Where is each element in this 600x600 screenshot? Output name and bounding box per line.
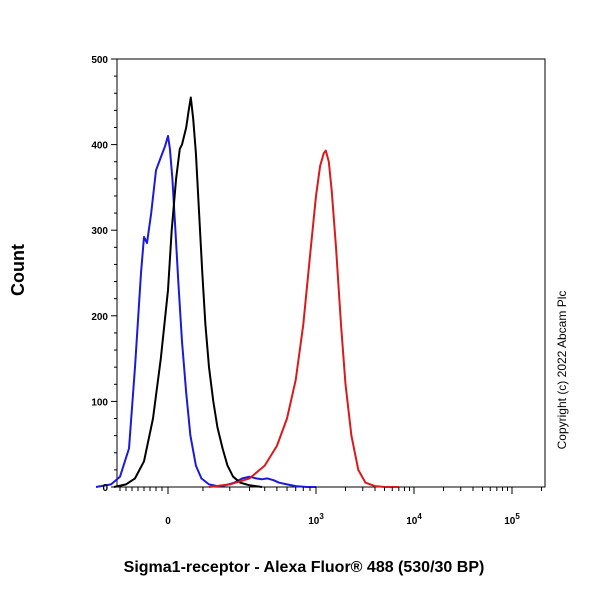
y-tick-label: 400 xyxy=(91,141,108,152)
x-axis: 0 103 104 105 xyxy=(119,487,543,527)
y-tick-label: 500 xyxy=(91,55,108,66)
plot-frame xyxy=(116,58,546,488)
x-tick-label: 104 xyxy=(406,512,422,527)
y-axis: 0 100 200 300 400 500 xyxy=(91,55,117,494)
y-tick-label: 200 xyxy=(91,312,108,323)
plot-border xyxy=(116,58,546,488)
series-group xyxy=(95,96,399,488)
y-axis-title: Count xyxy=(8,244,28,296)
histogram-line-1 xyxy=(95,135,316,488)
x-tick-label: 103 xyxy=(308,512,324,527)
x-tick-label: 105 xyxy=(504,512,520,527)
x-axis-title: Sigma1-receptor - Alexa Fluor® 488 (530/… xyxy=(124,559,485,576)
histogram-line-2 xyxy=(113,96,263,488)
y-tick-label: 0 xyxy=(102,483,108,494)
histogram-line-3 xyxy=(208,149,399,488)
copyright-notice: Copyright (c) 2022 Abcam Plc xyxy=(555,291,569,450)
y-tick-label: 100 xyxy=(91,397,108,408)
x-tick-label: 0 xyxy=(165,516,171,527)
y-tick-label: 300 xyxy=(91,226,108,237)
